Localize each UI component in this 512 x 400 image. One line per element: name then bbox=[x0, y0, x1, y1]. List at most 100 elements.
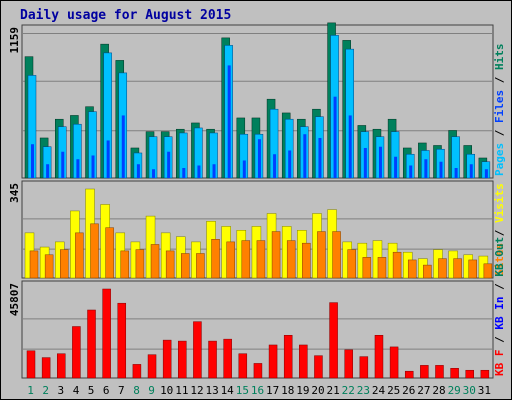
day-label: 3 bbox=[57, 384, 64, 397]
legend-entry: Pages bbox=[493, 143, 506, 176]
day-label: 2 bbox=[42, 384, 49, 397]
sites-bar bbox=[302, 242, 311, 279]
kbf-bar bbox=[253, 363, 263, 379]
sites-bar bbox=[347, 249, 356, 279]
kbf-bar bbox=[450, 368, 459, 379]
visits-axis-max-label: 345 bbox=[8, 183, 21, 203]
legend-entry: / bbox=[493, 330, 506, 350]
legend-entry: / bbox=[493, 277, 506, 297]
kbf-bar bbox=[193, 321, 202, 379]
kbf-bar bbox=[87, 309, 96, 379]
pages-bar bbox=[303, 134, 307, 178]
kbf-bar bbox=[223, 338, 232, 379]
legend-entry: Visits bbox=[493, 183, 506, 223]
kbf-bar bbox=[57, 353, 66, 379]
day-label: 12 bbox=[190, 384, 203, 397]
kbf-bar bbox=[359, 356, 369, 379]
pages-bar bbox=[424, 159, 428, 178]
pages-bar bbox=[46, 164, 50, 178]
legend-entry: / bbox=[493, 223, 506, 243]
pages-bar bbox=[318, 137, 322, 178]
kbf-bar bbox=[147, 354, 157, 379]
day-label: 17 bbox=[266, 384, 279, 397]
kbf-bar bbox=[162, 339, 172, 379]
pages-bar bbox=[363, 147, 367, 178]
kbf-bar bbox=[314, 355, 323, 379]
kbf-bar bbox=[389, 346, 399, 379]
day-label: 10 bbox=[160, 384, 173, 397]
kbf-bar bbox=[268, 344, 278, 379]
sites-bar bbox=[196, 253, 205, 279]
kb-axis-max-label: 45807 bbox=[8, 283, 21, 316]
day-label: 15 bbox=[236, 384, 249, 397]
legend-entry: KB In bbox=[493, 297, 506, 330]
legend-entry: / bbox=[493, 123, 506, 143]
sites-bar bbox=[211, 239, 220, 279]
day-label: 21 bbox=[326, 384, 339, 397]
day-label: 28 bbox=[432, 384, 445, 397]
day-label: 30 bbox=[463, 384, 476, 397]
pages-bar bbox=[197, 165, 201, 178]
pages-bar bbox=[91, 155, 95, 178]
sites-bar bbox=[317, 231, 326, 279]
pages-bar bbox=[288, 150, 292, 178]
kbf-bar bbox=[374, 335, 384, 379]
kbf-bar bbox=[102, 288, 111, 379]
pages-bar bbox=[136, 164, 140, 178]
pages-bar bbox=[227, 65, 231, 178]
sites-bar bbox=[105, 227, 114, 279]
sites-bar bbox=[271, 231, 281, 279]
sites-bar bbox=[468, 259, 477, 279]
legend-entry: Sites bbox=[493, 243, 506, 276]
day-label: 27 bbox=[417, 384, 430, 397]
sites-bar bbox=[407, 259, 417, 279]
day-label: 18 bbox=[281, 384, 294, 397]
day-label: 1 bbox=[27, 384, 34, 397]
day-label: 26 bbox=[402, 384, 415, 397]
day-label: 29 bbox=[448, 384, 461, 397]
kbf-bar bbox=[117, 302, 127, 379]
day-label: 4 bbox=[73, 384, 80, 397]
kbf-bar bbox=[238, 353, 248, 379]
pages-bar bbox=[61, 151, 65, 178]
series-legend: Sites / Visits bbox=[493, 183, 506, 276]
kbf-bar bbox=[344, 349, 353, 379]
series-legend: KB F / KB In / KB Out bbox=[493, 237, 506, 376]
kbf-bar bbox=[41, 357, 51, 379]
sites-bar bbox=[75, 232, 84, 279]
day-label: 14 bbox=[221, 384, 235, 397]
sites-bar bbox=[29, 250, 39, 279]
pages-bar bbox=[212, 164, 216, 178]
legend-entry: KB Out bbox=[493, 237, 506, 277]
legend-entry: KB F bbox=[493, 350, 506, 377]
sites-bar bbox=[150, 244, 160, 279]
pages-bar bbox=[273, 154, 277, 178]
kbf-bar bbox=[72, 326, 81, 379]
kbf-bar bbox=[329, 302, 338, 379]
kbf-bar bbox=[178, 340, 187, 379]
pages-bar bbox=[257, 139, 261, 178]
sites-bar bbox=[286, 240, 296, 279]
kbf-bar bbox=[420, 365, 429, 379]
sites-bar bbox=[377, 257, 387, 279]
day-label: 16 bbox=[251, 384, 264, 397]
sites-bar bbox=[332, 231, 341, 279]
sites-bar bbox=[90, 223, 99, 279]
kbf-bar bbox=[480, 369, 490, 379]
kbf-bar bbox=[132, 364, 142, 379]
legend-entry: Hits bbox=[493, 44, 506, 71]
legend-entry: / bbox=[493, 70, 506, 90]
day-label: 25 bbox=[387, 384, 400, 397]
sites-bar bbox=[60, 249, 69, 279]
day-label: 24 bbox=[372, 384, 386, 397]
legend-entry: Files bbox=[493, 90, 506, 123]
pages-bar bbox=[242, 160, 246, 178]
day-label: 19 bbox=[296, 384, 309, 397]
sites-bar bbox=[453, 258, 462, 279]
sites-bar bbox=[423, 264, 432, 279]
day-label: 8 bbox=[133, 384, 140, 397]
pages-bar bbox=[76, 159, 80, 178]
sites-bar bbox=[392, 251, 402, 279]
day-label: 31 bbox=[478, 384, 491, 397]
